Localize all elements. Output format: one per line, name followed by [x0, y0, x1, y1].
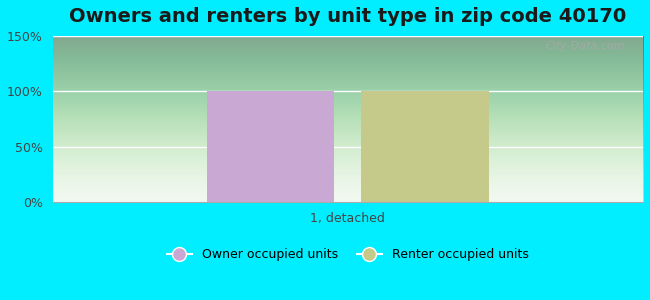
- Legend: Owner occupied units, Renter occupied units: Owner occupied units, Renter occupied un…: [162, 243, 534, 266]
- Title: Owners and renters by unit type in zip code 40170: Owners and renters by unit type in zip c…: [69, 7, 627, 26]
- Text: City-Data.com: City-Data.com: [546, 41, 625, 51]
- Bar: [361, 91, 489, 202]
- Bar: [207, 91, 334, 202]
